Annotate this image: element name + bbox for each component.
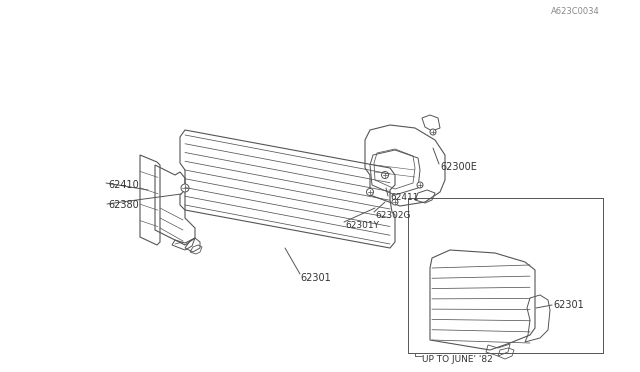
Text: 62301: 62301 [300,273,331,283]
Text: A623C0034: A623C0034 [551,7,600,16]
Circle shape [381,171,388,179]
Text: 62300E: 62300E [440,162,477,172]
Text: 62302G: 62302G [375,211,410,219]
Text: 62301Y: 62301Y [345,221,379,230]
Circle shape [367,189,374,196]
Text: UP TO JUNE' '82: UP TO JUNE' '82 [422,356,493,365]
Text: 62380: 62380 [108,200,139,210]
Text: 62410: 62410 [108,180,139,190]
Circle shape [181,184,189,192]
Circle shape [430,129,436,135]
Circle shape [392,199,398,205]
Text: 62411: 62411 [390,193,419,202]
Circle shape [417,182,423,188]
Text: 62301: 62301 [553,300,584,310]
